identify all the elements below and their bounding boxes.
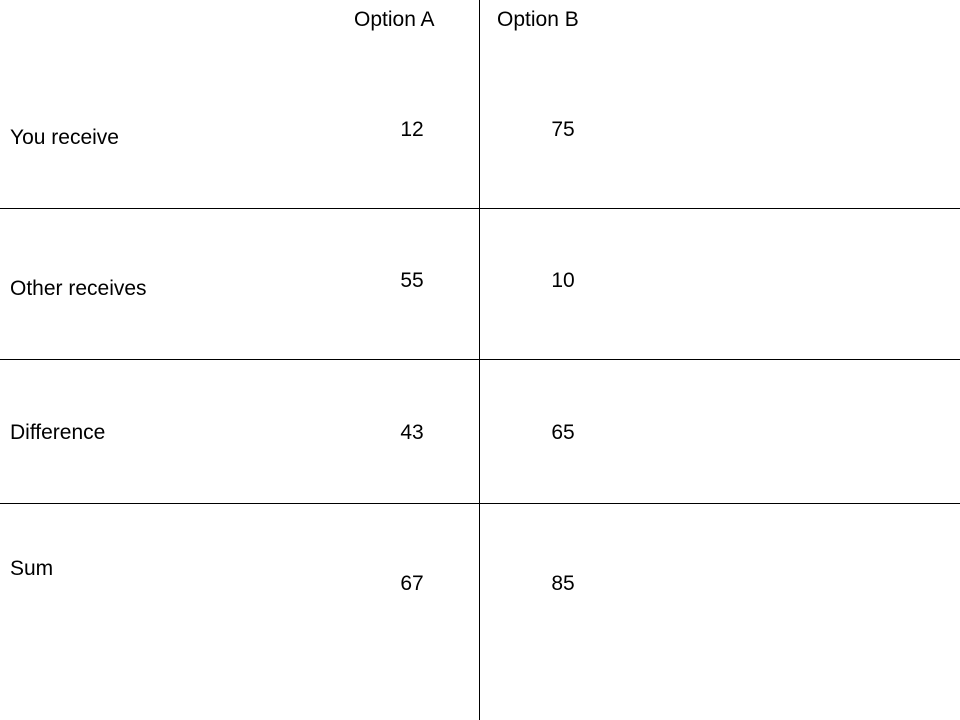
column-divider [479, 0, 480, 720]
row-divider [0, 208, 960, 209]
option-a-value: 12 [400, 118, 424, 141]
row-divider [0, 503, 960, 504]
row-label: Sum [10, 557, 54, 580]
row-label: Other receives [10, 277, 147, 300]
option-a-value: 43 [400, 421, 424, 444]
column-header-option-a: Option A [354, 8, 435, 31]
option-b-value: 75 [551, 118, 575, 141]
option-b-value: 65 [551, 421, 575, 444]
option-a-value: 67 [400, 572, 424, 595]
option-b-value: 85 [551, 572, 575, 595]
row-label: You receive [10, 126, 119, 149]
row-divider [0, 359, 960, 360]
option-b-value: 10 [551, 269, 575, 292]
option-a-value: 55 [400, 269, 424, 292]
row-label: Difference [10, 421, 106, 444]
column-header-option-b: Option B [497, 8, 579, 31]
